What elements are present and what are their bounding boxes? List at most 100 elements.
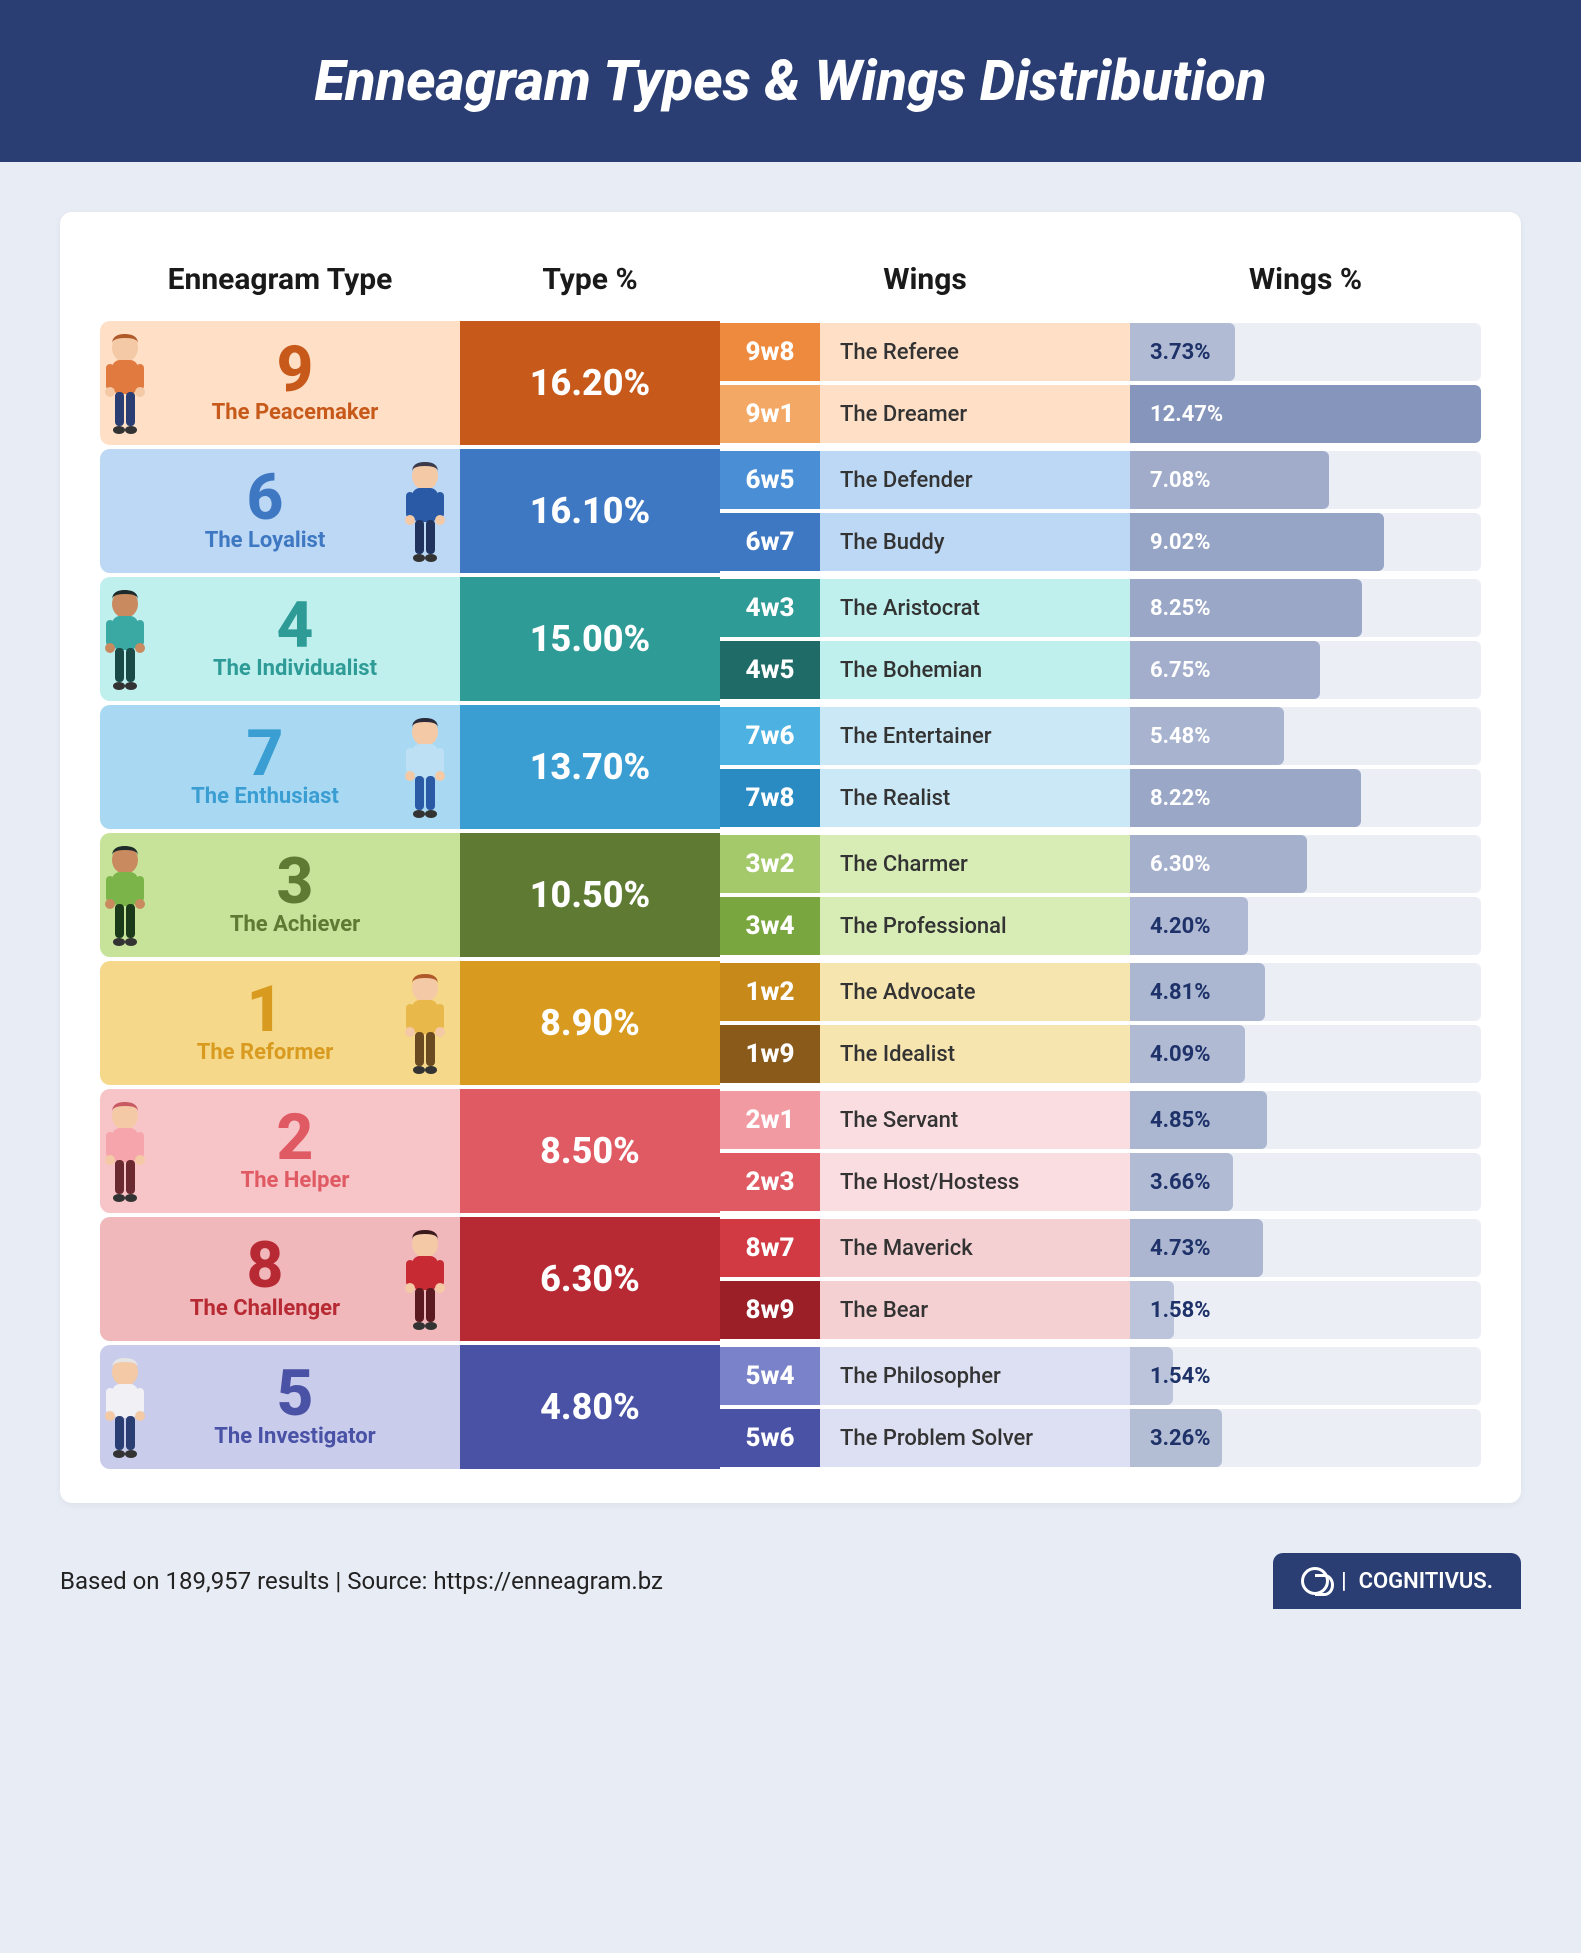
wing-pct-bar: 4.81% (1130, 963, 1481, 1021)
wing-pct-label: 6.75% (1130, 641, 1481, 699)
wing-name: The Buddy (820, 513, 1130, 571)
footer-note: Based on 189,957 results | Source: https… (60, 1567, 663, 1595)
type-name: The Enthusiast (191, 784, 339, 809)
wing-pct-bar: 4.20% (1130, 897, 1481, 955)
wing-code: 6w5 (720, 451, 820, 509)
type-pct: 8.90% (460, 961, 720, 1085)
type-pct: 6.30% (460, 1217, 720, 1341)
type-name: The Loyalist (205, 528, 326, 553)
type-number: 6 (205, 469, 326, 527)
type-row: 8The Challenger6.30%8w7The Maverick4.73%… (100, 1217, 1481, 1341)
wing-name: The Problem Solver (820, 1409, 1130, 1467)
wing-code: 8w9 (720, 1281, 820, 1339)
type-avatar-icon (80, 323, 170, 443)
type-cell: 5The Investigator (100, 1345, 460, 1469)
type-name: The Challenger (190, 1296, 340, 1321)
wing-code: 5w4 (720, 1347, 820, 1405)
type-row: 4The Individualist15.00%4w3The Aristocra… (100, 577, 1481, 701)
wing-pct-label: 1.58% (1130, 1281, 1481, 1339)
wing-pct-label: 4.09% (1130, 1025, 1481, 1083)
type-pct: 13.70% (460, 705, 720, 829)
type-cell: 9The Peacemaker (100, 321, 460, 445)
type-name: The Reformer (197, 1040, 334, 1065)
wing-pct-bar: 5.48% (1130, 707, 1481, 765)
brand-badge: | COGNITIVUS. (1273, 1553, 1521, 1609)
type-pct: 4.80% (460, 1345, 720, 1469)
wing-pct-bar: 4.85% (1130, 1091, 1481, 1149)
type-avatar-icon (80, 1347, 170, 1467)
wing-code: 3w2 (720, 835, 820, 893)
wing-name: The Bohemian (820, 641, 1130, 699)
wing-code: 4w5 (720, 641, 820, 699)
type-avatar-icon (380, 707, 470, 827)
brand-divider: | (1341, 1569, 1347, 1594)
wing-name: The Realist (820, 769, 1130, 827)
wing-code: 7w6 (720, 707, 820, 765)
table-header: Enneagram Type Type % Wings Wings % (100, 252, 1481, 321)
wing-name: The Host/Hostess (820, 1153, 1130, 1211)
wing-pct-bar: 12.47% (1130, 385, 1481, 443)
wing-pct-label: 7.08% (1130, 451, 1481, 509)
wing-pct-label: 3.26% (1130, 1409, 1481, 1467)
wing-pct-label: 1.54% (1130, 1347, 1481, 1405)
type-number: 2 (241, 1109, 350, 1167)
wing-name: The Idealist (820, 1025, 1130, 1083)
type-avatar-icon (380, 963, 470, 1083)
wing-code: 6w7 (720, 513, 820, 571)
wing-name: The Dreamer (820, 385, 1130, 443)
type-pct: 10.50% (460, 833, 720, 957)
wing-pct-bar: 8.22% (1130, 769, 1481, 827)
wing-name: The Servant (820, 1091, 1130, 1149)
type-cell: 1The Reformer (100, 961, 460, 1085)
type-name: The Peacemaker (212, 400, 379, 425)
brand-icon (1301, 1567, 1329, 1595)
type-number: 4 (213, 597, 377, 655)
type-row: 9The Peacemaker16.20%9w8The Referee3.73%… (100, 321, 1481, 445)
wing-name: The Referee (820, 323, 1130, 381)
wing-pct-label: 12.47% (1130, 385, 1481, 443)
type-cell: 3The Achiever (100, 833, 460, 957)
type-row: 6The Loyalist16.10%6w5The Defender7.08%6… (100, 449, 1481, 573)
type-avatar-icon (80, 835, 170, 955)
header-type-pct: Type % (460, 262, 720, 297)
wing-code: 8w7 (720, 1219, 820, 1277)
type-number: 7 (191, 725, 339, 783)
wing-pct-label: 6.30% (1130, 835, 1481, 893)
type-number: 8 (190, 1237, 340, 1295)
brand-text: COGNITIVUS. (1359, 1569, 1493, 1594)
type-rows: 9The Peacemaker16.20%9w8The Referee3.73%… (100, 321, 1481, 1469)
type-cell: 6The Loyalist (100, 449, 460, 573)
wing-pct-bar: 7.08% (1130, 451, 1481, 509)
wing-pct-label: 8.22% (1130, 769, 1481, 827)
wing-pct-bar: 8.25% (1130, 579, 1481, 637)
type-row: 3The Achiever10.50%3w2The Charmer6.30%3w… (100, 833, 1481, 957)
type-name: The Investigator (214, 1424, 376, 1449)
wing-pct-bar: 4.09% (1130, 1025, 1481, 1083)
type-pct: 8.50% (460, 1089, 720, 1213)
type-avatar-icon (380, 1219, 470, 1339)
type-row: 5The Investigator4.80%5w4The Philosopher… (100, 1345, 1481, 1469)
wing-pct-bar: 1.54% (1130, 1347, 1481, 1405)
wing-pct-bar: 1.58% (1130, 1281, 1481, 1339)
wing-code: 5w6 (720, 1409, 820, 1467)
type-number: 3 (230, 853, 360, 911)
type-row: 7The Enthusiast13.70%7w6The Entertainer5… (100, 705, 1481, 829)
header-wings: Wings (720, 262, 1130, 297)
type-cell: 8The Challenger (100, 1217, 460, 1341)
wing-pct-label: 4.81% (1130, 963, 1481, 1021)
wing-code: 3w4 (720, 897, 820, 955)
wing-pct-label: 3.66% (1130, 1153, 1481, 1211)
wing-name: The Philosopher (820, 1347, 1130, 1405)
type-cell: 7The Enthusiast (100, 705, 460, 829)
wing-pct-bar: 9.02% (1130, 513, 1481, 571)
wing-name: The Advocate (820, 963, 1130, 1021)
type-avatar-icon (80, 579, 170, 699)
wing-name: The Defender (820, 451, 1130, 509)
type-number: 1 (197, 981, 334, 1039)
wing-name: The Aristocrat (820, 579, 1130, 637)
wing-pct-bar: 3.26% (1130, 1409, 1481, 1467)
wing-code: 9w8 (720, 323, 820, 381)
wing-pct-label: 9.02% (1130, 513, 1481, 571)
wing-pct-bar: 6.30% (1130, 835, 1481, 893)
type-row: 2The Helper8.50%2w1The Servant4.85%2w3Th… (100, 1089, 1481, 1213)
